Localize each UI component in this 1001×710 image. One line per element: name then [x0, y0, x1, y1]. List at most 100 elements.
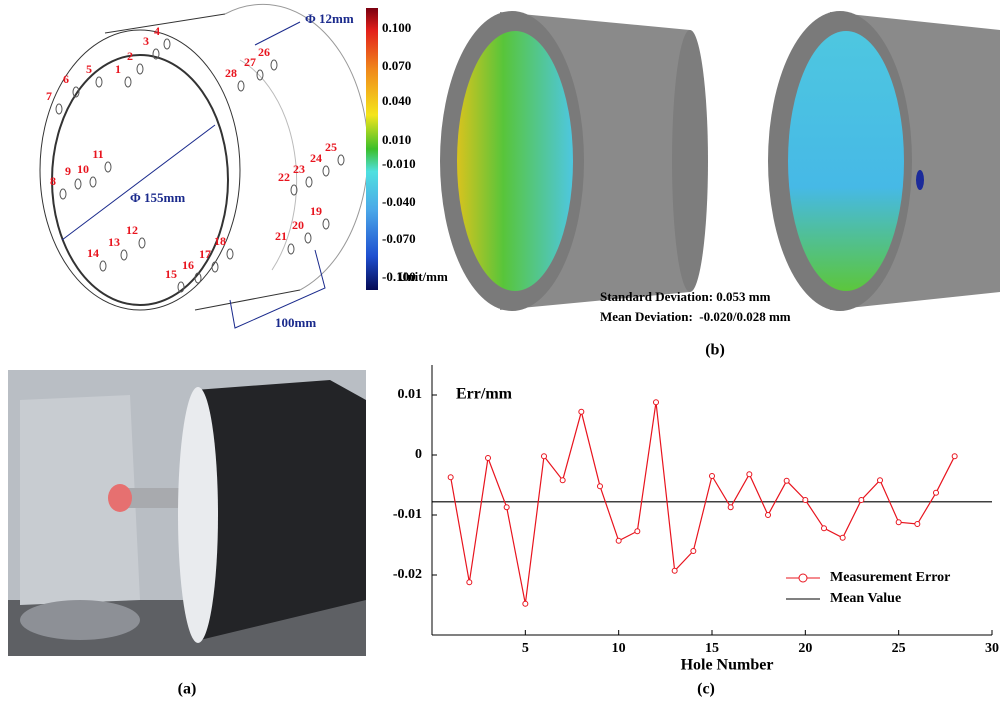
hole-label: 3 — [143, 34, 149, 48]
hole — [121, 250, 127, 260]
y-axis-label: Err/mm — [456, 386, 513, 403]
point — [803, 498, 808, 503]
hole — [227, 249, 233, 259]
hole — [305, 233, 311, 243]
legend-swatch — [799, 574, 807, 582]
point — [840, 535, 845, 540]
dimension: 100mm — [275, 315, 316, 330]
hole — [323, 166, 329, 176]
x-tick-label: 15 — [705, 641, 719, 656]
x-tick-label: 10 — [612, 641, 626, 656]
colorbar-label: -0.010 — [382, 156, 416, 171]
hole-label: 11 — [92, 147, 103, 161]
colorbar-label: -0.070 — [382, 231, 416, 246]
hole-label: 17 — [199, 247, 211, 261]
hole — [271, 60, 277, 70]
colorbar-label: 0.010 — [382, 132, 411, 147]
point — [934, 490, 939, 495]
point — [784, 478, 789, 483]
hole — [90, 177, 96, 187]
hole-label: 7 — [46, 89, 52, 103]
hole-label: 8 — [50, 174, 56, 188]
colorbar-label: 0.040 — [382, 93, 411, 108]
colorbar-unit: Unit/mm — [398, 269, 448, 284]
point — [896, 520, 901, 525]
point — [878, 478, 883, 483]
hole — [288, 244, 294, 254]
point — [598, 484, 603, 489]
hole — [105, 162, 111, 172]
panel-label: (b) — [705, 342, 725, 359]
hole — [139, 238, 145, 248]
point — [467, 580, 472, 585]
point — [486, 456, 491, 461]
hole-label: 1 — [115, 62, 121, 76]
hole — [100, 261, 106, 271]
point — [747, 472, 752, 477]
hole — [125, 77, 131, 87]
point — [915, 522, 920, 527]
x-tick-label: 30 — [985, 641, 999, 656]
hole-label: 22 — [278, 170, 290, 184]
point — [822, 526, 827, 531]
hole-label: 21 — [275, 229, 287, 243]
hole — [238, 81, 244, 91]
point — [672, 568, 677, 573]
hole-label: 10 — [77, 162, 89, 176]
x-tick-label: 20 — [798, 641, 812, 656]
hole-label: 5 — [86, 62, 92, 76]
legend-label: Mean Value — [830, 591, 901, 606]
panel-label: (a) — [178, 681, 197, 698]
hole — [96, 77, 102, 87]
hole — [338, 155, 344, 165]
hole-label: 19 — [310, 204, 322, 218]
dimension: Φ 155mm — [130, 190, 185, 205]
point — [448, 475, 453, 480]
x-tick-label: 5 — [522, 641, 529, 656]
x-axis-label: Hole Number — [681, 657, 774, 674]
hole-label: 16 — [182, 258, 194, 272]
cylinder-diagram — [40, 4, 368, 328]
hole-label: 20 — [292, 218, 304, 232]
legend-label: Measurement Error — [830, 570, 950, 585]
stat: Mean Deviation: -0.020/0.028 mm — [600, 309, 791, 324]
hole-label: 14 — [87, 246, 99, 260]
scan-rendering — [440, 11, 1000, 311]
dimension: Φ 12mm — [305, 11, 354, 26]
hole — [56, 104, 62, 114]
point — [691, 549, 696, 554]
y-tick-label: -0.02 — [393, 567, 422, 582]
hole — [323, 219, 329, 229]
hole-label: 4 — [154, 24, 160, 38]
y-tick-label: 0 — [415, 447, 422, 462]
colorbar-label: 0.070 — [382, 58, 411, 73]
point — [654, 400, 659, 405]
hole-label: 13 — [108, 235, 120, 249]
y-tick-label: 0.01 — [398, 387, 423, 402]
point — [859, 498, 864, 503]
hole-label: 25 — [325, 140, 337, 154]
point — [766, 513, 771, 518]
panel-label: (c) — [697, 681, 715, 698]
point — [504, 505, 509, 510]
point — [710, 474, 715, 479]
hole-label: 6 — [63, 72, 69, 86]
hole — [75, 179, 81, 189]
hole — [164, 39, 170, 49]
hole-label: 12 — [126, 223, 138, 237]
hole-label: 23 — [293, 162, 305, 176]
hole-label: 28 — [225, 66, 237, 80]
photo — [8, 370, 366, 656]
point — [560, 478, 565, 483]
hole — [257, 70, 263, 80]
stat: Standard Deviation: 0.053 mm — [600, 289, 771, 304]
point — [728, 505, 733, 510]
hole-label: 24 — [310, 151, 322, 165]
y-tick-label: -0.01 — [393, 507, 422, 522]
colorbar-label: -0.040 — [382, 194, 416, 209]
point — [542, 454, 547, 459]
hole-label: 18 — [214, 234, 226, 248]
hole-label: 15 — [165, 267, 177, 281]
hole-label: 9 — [65, 164, 71, 178]
x-tick-label: 25 — [892, 641, 906, 656]
